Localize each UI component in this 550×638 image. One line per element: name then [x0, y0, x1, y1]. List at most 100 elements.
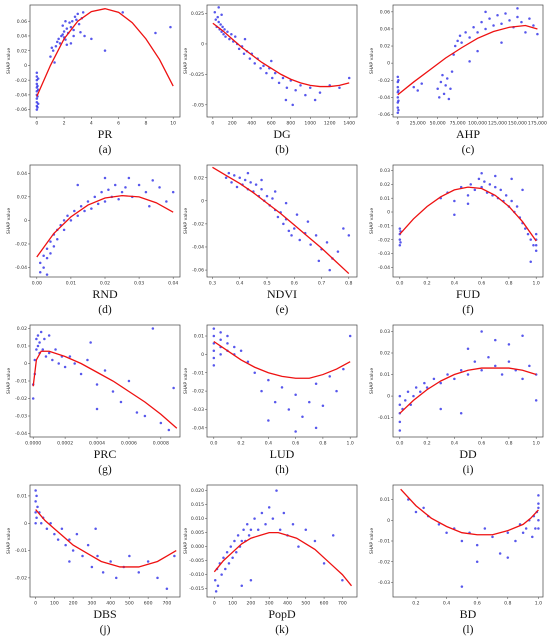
x-tick-label: 0.6	[292, 441, 299, 447]
scatter-point	[233, 35, 237, 38]
scatter-point	[228, 37, 231, 41]
scatter-point	[398, 420, 402, 424]
scatter-point	[449, 87, 452, 91]
scatter-point	[43, 337, 46, 341]
fit-line	[213, 340, 351, 379]
y-tick-label: 0.02	[380, 351, 390, 357]
scatter-point	[342, 367, 345, 371]
plot-area: 0 100 200 300 400 500 600 700 -0.02 -0.01 0 0.01 SHA…	[6, 484, 181, 607]
y-tick-label: 0.02	[17, 326, 27, 332]
scatter-point	[484, 27, 487, 31]
y-axis-label: SHAP value	[369, 368, 375, 394]
y-tick-label: -0.04	[15, 431, 27, 437]
scatter-point	[246, 360, 250, 363]
scatter-point	[265, 71, 268, 75]
y-tick-label: -0.04	[15, 92, 27, 98]
scatter-point	[480, 20, 483, 24]
scatter-point	[77, 22, 81, 26]
scatter-point	[468, 60, 471, 63]
scatter-point	[473, 188, 477, 192]
scatter-point	[212, 364, 216, 367]
x-tick-label: 0.0	[210, 441, 217, 447]
scatter-point	[253, 517, 256, 520]
plot-area: 0 100 200 300 400 500 600 700 -0.015 -0.010 -0.005…	[183, 484, 358, 607]
x-tick-label: 0.4	[265, 441, 272, 447]
scatter-point	[419, 390, 422, 394]
y-tick-label: -0.01	[378, 539, 390, 545]
scatter-point	[73, 362, 76, 365]
panel-caption: (k)	[275, 624, 289, 636]
panel-caption: (l)	[462, 624, 474, 636]
scatter-point	[154, 31, 157, 35]
fit-line	[35, 509, 177, 568]
x-tick-label: 600	[144, 601, 153, 607]
scatter-point	[469, 183, 472, 186]
scatter-point	[225, 550, 229, 554]
x-tick-label: 0.2	[423, 281, 430, 287]
scatter-point	[219, 353, 222, 356]
x-tick-label: 0.4	[451, 281, 458, 287]
scatter-point	[86, 358, 89, 362]
scatter-point	[298, 238, 301, 242]
scatter-point	[151, 327, 155, 330]
scatter-point	[213, 11, 217, 14]
scatter-point	[95, 407, 99, 411]
scatter-point	[226, 30, 229, 34]
scatter-point	[404, 399, 407, 402]
scatter-point	[510, 177, 513, 181]
y-axis-label: SHAP value	[6, 208, 12, 234]
y-tick-label: -0.02	[378, 559, 390, 565]
scatter-point	[396, 85, 400, 89]
scatter-point	[72, 28, 75, 32]
scatter-point	[95, 383, 99, 386]
scatter-point	[137, 571, 140, 574]
scatter-point	[76, 183, 79, 187]
scatter-point	[237, 47, 241, 51]
scatter-point	[73, 15, 77, 19]
y-tick-label: -0.06	[192, 268, 204, 274]
scatter-point	[76, 12, 79, 16]
x-axis-label: FUD	[455, 287, 480, 301]
x-tick-label: 125,000	[488, 121, 507, 127]
y-tick-label: 0	[24, 361, 27, 367]
scatter-point	[45, 527, 49, 530]
scatter-point	[297, 545, 300, 548]
scatter-point	[60, 527, 64, 530]
y-tick-label: 0.020	[191, 488, 204, 494]
scatter-point	[53, 532, 56, 536]
scatter-point	[267, 506, 271, 509]
scatter-point	[235, 550, 238, 554]
scatter-point	[398, 403, 402, 406]
scatter-point	[79, 205, 83, 208]
scatter-point	[103, 200, 107, 203]
x-tick-label: 300	[265, 601, 274, 607]
scatter-point	[68, 355, 72, 358]
scatter-point	[49, 240, 52, 243]
x-tick-label: 600	[267, 121, 276, 127]
scatter-point	[246, 171, 250, 175]
scatter-point	[230, 32, 233, 36]
y-axis-label: SHAP value	[6, 48, 12, 74]
scatter-point	[253, 371, 256, 374]
panel-lud: 0.0 0.2 0.4 0.6 0.8 1.0 -0.04 -0.03 -0.02 -0.01 0 0…	[183, 324, 358, 447]
axes-frame	[29, 484, 181, 598]
scatter-point	[61, 33, 64, 36]
scatter-point	[148, 205, 151, 208]
fit-line	[213, 531, 353, 587]
scatter-point	[40, 521, 43, 525]
scatter-point	[459, 368, 463, 372]
scatter-point	[425, 386, 429, 389]
x-tick-label: 1.0	[347, 441, 354, 447]
scatter-point	[484, 10, 487, 14]
scatter-point	[524, 227, 527, 230]
scatter-point	[534, 232, 538, 236]
panel-caption: (a)	[98, 144, 112, 156]
data-layer	[212, 6, 351, 107]
panel-bd: 0.2 0.4 0.6 0.8 1.0 -0.03 -0.02 -0.01 0 0.01 SHAP …	[369, 484, 544, 607]
scatter-point	[53, 61, 56, 64]
scatter-point	[494, 364, 497, 368]
scatter-point	[285, 86, 289, 90]
x-tick-label: 0	[34, 601, 37, 607]
scatter-point	[508, 19, 511, 22]
scatter-point	[271, 76, 274, 80]
